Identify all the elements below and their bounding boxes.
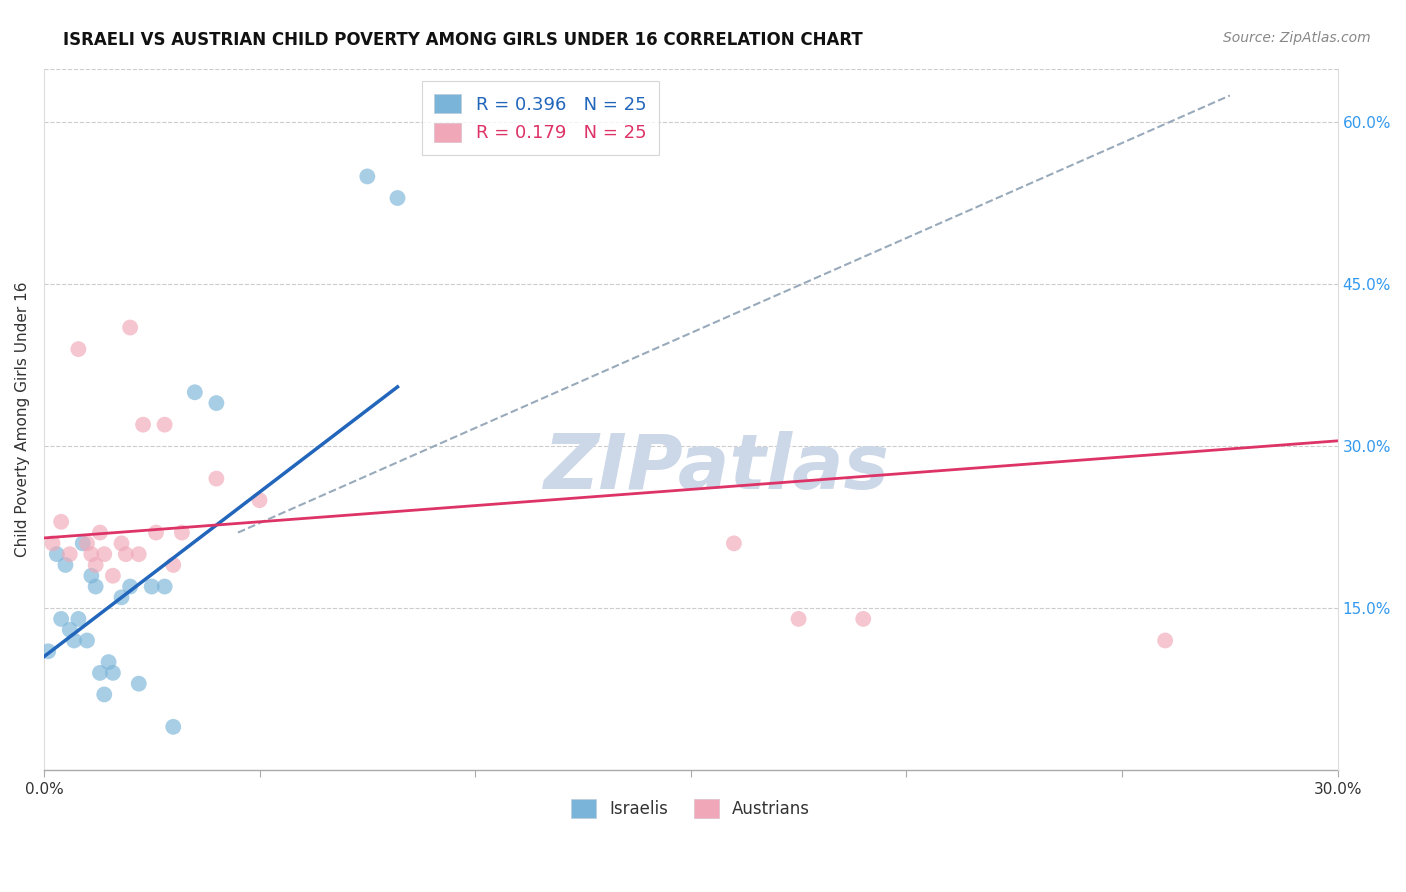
Text: ZIPatlas: ZIPatlas bbox=[544, 432, 890, 506]
Point bbox=[76, 633, 98, 648]
Point bbox=[63, 633, 86, 648]
Point bbox=[93, 547, 115, 561]
Point bbox=[1154, 633, 1177, 648]
Point bbox=[67, 612, 90, 626]
Point bbox=[205, 396, 228, 410]
Point bbox=[387, 191, 409, 205]
Text: ISRAELI VS AUSTRIAN CHILD POVERTY AMONG GIRLS UNDER 16 CORRELATION CHART: ISRAELI VS AUSTRIAN CHILD POVERTY AMONG … bbox=[63, 31, 863, 49]
Point bbox=[162, 558, 184, 572]
Point bbox=[852, 612, 875, 626]
Text: Source: ZipAtlas.com: Source: ZipAtlas.com bbox=[1223, 31, 1371, 45]
Point bbox=[787, 612, 810, 626]
Point bbox=[84, 580, 107, 594]
Point bbox=[49, 515, 72, 529]
Point bbox=[153, 580, 176, 594]
Point bbox=[249, 493, 271, 508]
Point bbox=[128, 547, 150, 561]
Point bbox=[45, 547, 67, 561]
Point bbox=[80, 547, 103, 561]
Point bbox=[120, 580, 142, 594]
Point bbox=[84, 558, 107, 572]
Point bbox=[132, 417, 155, 432]
Point bbox=[141, 580, 163, 594]
Point bbox=[49, 612, 72, 626]
Point bbox=[93, 688, 115, 702]
Point bbox=[145, 525, 167, 540]
Point bbox=[89, 665, 111, 680]
Point bbox=[59, 547, 82, 561]
Legend: Israelis, Austrians: Israelis, Austrians bbox=[565, 793, 817, 825]
Point bbox=[723, 536, 745, 550]
Point bbox=[356, 169, 378, 184]
Point bbox=[80, 568, 103, 582]
Point bbox=[67, 342, 90, 356]
Point bbox=[59, 623, 82, 637]
Point bbox=[97, 655, 120, 669]
Point bbox=[37, 644, 59, 658]
Point bbox=[184, 385, 207, 400]
Point bbox=[205, 472, 228, 486]
Point bbox=[101, 665, 124, 680]
Point bbox=[153, 417, 176, 432]
Point bbox=[55, 558, 77, 572]
Point bbox=[120, 320, 142, 334]
Point bbox=[162, 720, 184, 734]
Point bbox=[110, 591, 132, 605]
Point bbox=[41, 536, 63, 550]
Point bbox=[114, 547, 136, 561]
Point bbox=[101, 568, 124, 582]
Point bbox=[128, 676, 150, 690]
Point bbox=[72, 536, 94, 550]
Point bbox=[110, 536, 132, 550]
Point bbox=[76, 536, 98, 550]
Point bbox=[170, 525, 193, 540]
Point bbox=[89, 525, 111, 540]
Y-axis label: Child Poverty Among Girls Under 16: Child Poverty Among Girls Under 16 bbox=[15, 282, 30, 557]
